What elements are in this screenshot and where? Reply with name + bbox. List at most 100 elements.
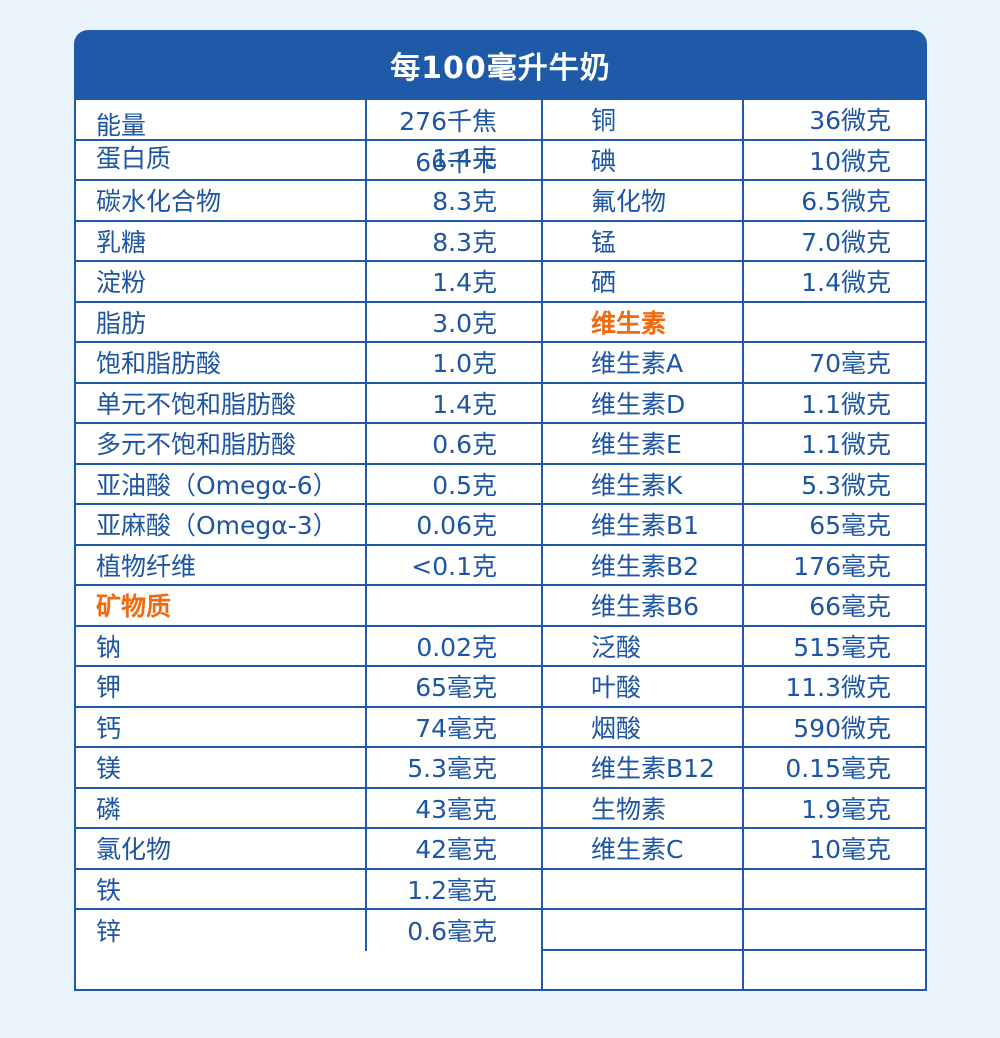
nutrient-value: 1.4克 (432, 144, 497, 173)
nutrient-name: 氯化物 (76, 829, 367, 868)
nutrition-card: 每100毫升牛奶 能量 276千焦 66千卡 蛋白质 1.4克 碳水化合物 8.3克 乳糖 8.… (74, 30, 927, 991)
section-row: 矿物质 (76, 586, 541, 627)
nutrition-table: 能量 276千焦 66千卡 蛋白质 1.4克 碳水化合物 8.3克 乳糖 8.3克 淀粉 1.4克脂… (74, 100, 927, 991)
table-row: 铜 36微克 (543, 100, 925, 141)
nutrient-value: 42毫克 (415, 835, 497, 865)
nutrient-value: 1.0克 (432, 349, 497, 379)
table-row: 维生素B6 66毫克 (543, 586, 925, 627)
table-row: 镁 5.3毫克 (76, 748, 541, 789)
nutrient-value: 3.0克 (432, 308, 497, 338)
table-title: 每100毫升牛奶 (74, 30, 927, 100)
nutrient-name: 淀粉 (76, 262, 367, 301)
nutrient-name: 锰 (543, 221, 744, 260)
row-divider (367, 138, 541, 141)
nutrient-name: 泛酸 (543, 626, 744, 665)
nutrient-name: 碘 (543, 140, 744, 179)
table-row: 锰 7.0微克 (543, 221, 925, 262)
table-row: 亚油酸（Omegα-6） 0.5克 (76, 464, 541, 505)
nutrient-name: 维生素B6 (543, 586, 744, 625)
table-row: 生物素 1.9毫克 (543, 788, 925, 829)
nutrient-value: 10毫克 (809, 835, 891, 865)
nutrient-value: 0.6克 (432, 430, 497, 460)
nutrient-name: 维生素B2 (543, 545, 744, 584)
nutrient-name (543, 869, 744, 908)
nutrient-value: 5.3微克 (801, 470, 891, 500)
table-row: 脂肪 3.0克 (76, 302, 541, 343)
nutrient-value: 70毫克 (809, 349, 891, 379)
table-row: 锌 0.6毫克 (76, 910, 541, 951)
nutrient-value: 10微克 (809, 146, 891, 176)
nutrient-value: 1.4克 (432, 268, 497, 298)
nutrient-name: 叶酸 (543, 667, 744, 706)
nutrient-value: 0.06克 (416, 511, 497, 541)
table-row: 氟化物 6.5微克 (543, 181, 925, 222)
nutrient-value: 1.1微克 (801, 389, 891, 419)
table-row: 多元不饱和脂肪酸 0.6克 (76, 424, 541, 465)
nutrient-value: 7.0微克 (801, 227, 891, 257)
energy-kcal-value: 66千卡 (415, 147, 497, 177)
table-row: 维生素D 1.1微克 (543, 383, 925, 424)
nutrient-name: 维生素A (543, 343, 744, 382)
table-row (543, 869, 925, 910)
table-row: 维生素C 10毫克 (543, 829, 925, 870)
nutrient-name: 钠 (76, 626, 367, 665)
nutrient-value: 0.15毫克 (785, 754, 891, 784)
nutrient-value: 1.1微克 (801, 430, 891, 460)
nutrient-value: 0.6毫克 (407, 917, 497, 947)
table-row: 钾 65毫克 (76, 667, 541, 708)
nutrient-value (744, 870, 925, 909)
table-row (543, 910, 925, 951)
table-row: 植物纤维 <0.1克 (76, 545, 541, 586)
nutrient-value: 36微克 (809, 106, 891, 136)
nutrient-name: 多元不饱和脂肪酸 (76, 424, 367, 463)
table-row: 碘 10微克 (543, 140, 925, 181)
nutrient-value: 590微克 (793, 713, 891, 743)
table-row (543, 950, 925, 992)
nutrient-name: 生物素 (543, 788, 744, 827)
nutrient-name: 饱和脂肪酸 (76, 343, 367, 382)
nutrient-value: 65毫克 (809, 511, 891, 541)
nutrient-value: 1.9毫克 (801, 794, 891, 824)
table-row: 氯化物 42毫克 (76, 829, 541, 870)
nutrient-name: 烟酸 (543, 707, 744, 746)
table-row: 硒 1.4微克 (543, 262, 925, 303)
nutrient-name: 维生素D (543, 383, 744, 422)
table-row: 维生素K 5.3微克 (543, 464, 925, 505)
nutrient-value: 176毫克 (793, 551, 891, 581)
row-divider (76, 138, 365, 141)
nutrient-value: 66毫克 (809, 592, 891, 622)
nutrient-value: 43毫克 (415, 794, 497, 824)
nutrient-value (744, 951, 925, 992)
nutrient-name: 维生素B1 (543, 505, 744, 544)
table-row: 维生素B12 0.15毫克 (543, 748, 925, 789)
nutrient-name: 铁 (76, 869, 367, 908)
energy-kj-value: 276千焦 (399, 107, 497, 137)
nutrient-value: 1.2毫克 (407, 875, 497, 905)
nutrient-name: 植物纤维 (76, 545, 367, 584)
nutrient-value: 65毫克 (415, 673, 497, 703)
table-row: 叶酸 11.3微克 (543, 667, 925, 708)
nutrient-name: 维生素C (543, 829, 744, 868)
nutrient-name: 乳糖 (76, 221, 367, 260)
nutrient-value: 8.3克 (432, 227, 497, 257)
table-row: 泛酸 515毫克 (543, 626, 925, 667)
nutrient-name: 维生素K (543, 464, 744, 503)
nutrient-name: 钾 (76, 667, 367, 706)
section-row: 维生素 (543, 302, 925, 343)
nutrient-name: 碳水化合物 (76, 181, 367, 220)
table-row: 磷 43毫克 (76, 788, 541, 829)
nutrient-value: 11.3微克 (785, 673, 891, 703)
nutrient-value: 6.5微克 (801, 187, 891, 217)
table-row: 单元不饱和脂肪酸 1.4克 (76, 383, 541, 424)
nutrient-name: 钙 (76, 707, 367, 746)
right-column: 铜 36微克碘 10微克氟化物 6.5微克锰 7.0微克硒 1.4微克 维生素 维生素A 70毫… (543, 100, 925, 992)
nutrient-name: 氟化物 (543, 181, 744, 220)
nutrient-value: 0.02克 (416, 632, 497, 662)
table-row: 碳水化合物 8.3克 (76, 181, 541, 222)
nutrient-value: <0.1克 (411, 551, 497, 581)
energy-values: 276千焦 66千卡 (367, 100, 541, 181)
nutrient-name: 蛋白质 (76, 140, 367, 179)
nutrient-value: 1.4微克 (801, 268, 891, 298)
table-row: 饱和脂肪酸 1.0克 (76, 343, 541, 384)
nutrient-value: 8.3克 (432, 187, 497, 217)
